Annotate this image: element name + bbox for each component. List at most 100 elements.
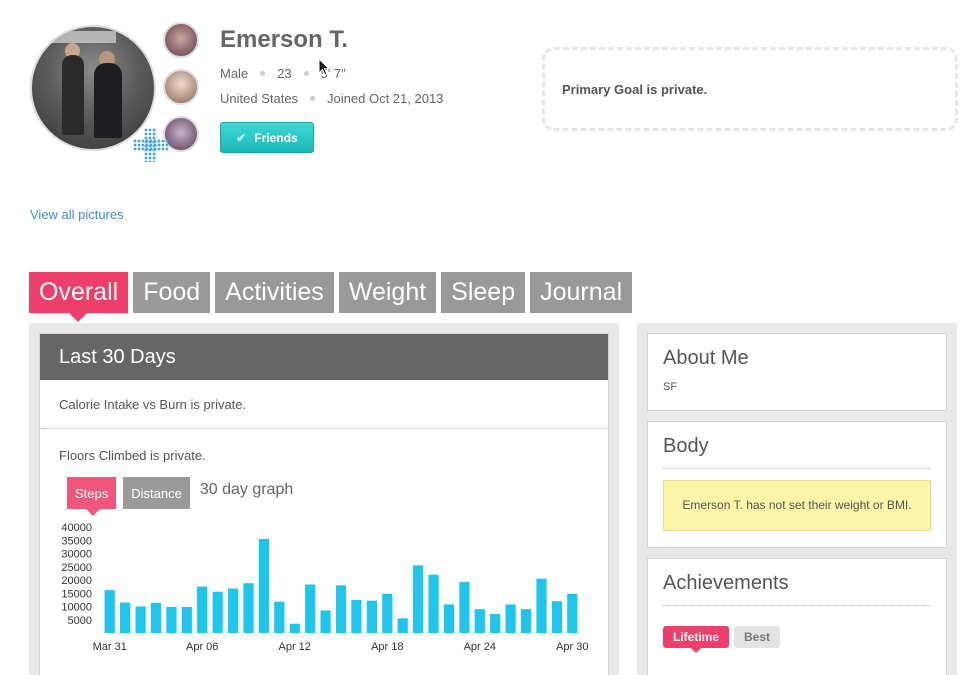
divider — [663, 468, 931, 469]
steps-bar[interactable] — [413, 565, 424, 633]
calorie-privacy-note: Calorie Intake vs Burn is private. — [40, 380, 608, 429]
steps-bar[interactable] — [166, 607, 177, 633]
y-tick-label: 35000 — [61, 535, 92, 547]
steps-bar[interactable] — [197, 586, 208, 633]
steps-bar[interactable] — [351, 599, 362, 633]
plus-icon — [133, 128, 169, 162]
tab-activities[interactable]: Activities — [215, 272, 334, 313]
x-tick-label: Apr 30 — [556, 641, 588, 653]
about-me-card: About Me SF — [647, 333, 947, 411]
distance-tab[interactable]: Distance — [123, 477, 190, 509]
y-tick-label: 15000 — [61, 588, 92, 600]
body-title: Body — [663, 435, 709, 457]
steps-bar[interactable] — [335, 585, 347, 633]
steps-bar[interactable] — [551, 601, 562, 633]
sidebar-panel: About Me SF Body Emerson T. has not set … — [637, 323, 957, 675]
profile-details: Male 23 5′ 7″ — [220, 66, 346, 81]
checkmark-icon: ✔ — [236, 130, 247, 145]
profile-thumbnail-3[interactable] — [163, 116, 199, 152]
separator-dot — [303, 71, 309, 76]
gender: Male — [220, 66, 249, 81]
steps-bar[interactable] — [181, 607, 192, 633]
steps-bar[interactable] — [228, 588, 239, 634]
steps-bar[interactable] — [150, 602, 162, 633]
steps-bar[interactable] — [104, 590, 115, 633]
best-tab[interactable]: Best — [734, 626, 781, 648]
friends-button[interactable]: ✔ Friends — [220, 122, 314, 153]
steps-bar[interactable] — [505, 604, 516, 633]
steps-bar[interactable] — [536, 578, 547, 633]
country: United States — [220, 91, 299, 106]
steps-bar[interactable] — [274, 601, 285, 633]
mouse-cursor-icon — [318, 58, 330, 76]
steps-bar[interactable] — [258, 538, 269, 633]
profile-thumbnail-2[interactable] — [163, 69, 199, 105]
x-tick-label: Apr 24 — [464, 641, 496, 653]
steps-bar[interactable] — [320, 610, 331, 634]
steps-tab[interactable]: Steps — [67, 477, 117, 516]
tab-overall[interactable]: Overall — [29, 272, 129, 322]
photo-person — [94, 63, 122, 138]
profile-photo[interactable] — [30, 25, 156, 151]
primary-goal-box: Primary Goal is private. — [542, 47, 958, 131]
steps-bar[interactable] — [459, 581, 470, 633]
profile-tabs: Overall Food Activities Weight Sleep Jou… — [29, 272, 633, 322]
photo-person — [62, 55, 84, 135]
y-tick-label: 40000 — [61, 522, 92, 534]
separator-dot — [310, 96, 316, 101]
profile-name: Emerson T. — [220, 26, 349, 53]
y-tick-label: 20000 — [61, 575, 92, 587]
y-tick-label: 10000 — [61, 602, 92, 614]
steps-bar[interactable] — [212, 591, 223, 633]
steps-bar[interactable] — [305, 584, 316, 634]
steps-bar[interactable] — [490, 613, 501, 633]
achievement-tabs: Lifetime Best — [663, 626, 946, 653]
x-tick-label: Apr 18 — [371, 641, 403, 653]
graph-label: 30 day graph — [199, 481, 294, 498]
last-30-days-card: Last 30 Days Calorie Intake vs Burn is p… — [39, 333, 609, 675]
profile-thumbnail-1[interactable] — [163, 22, 199, 58]
steps-bar[interactable] — [243, 583, 254, 633]
steps-bar[interactable] — [428, 574, 439, 633]
divider — [663, 605, 931, 606]
steps-bar[interactable] — [382, 593, 393, 633]
y-tick-label: 5000 — [68, 615, 92, 627]
age: 23 — [277, 66, 292, 81]
body-notice: Emerson T. has not set their weight or B… — [663, 480, 931, 531]
separator-dot — [260, 71, 266, 76]
x-tick-label: Apr 12 — [278, 641, 310, 653]
photo-sign — [46, 31, 116, 43]
y-tick-label: 25000 — [61, 562, 92, 574]
steps-bar[interactable] — [135, 606, 146, 634]
steps-bar[interactable] — [443, 604, 454, 633]
overview-panel: Last 30 Days Calorie Intake vs Burn is p… — [29, 323, 619, 675]
chart-tabs: Steps Distance 30 day graph — [67, 477, 294, 516]
height: 5′ 7″ — [320, 66, 346, 81]
steps-bar[interactable] — [474, 609, 485, 633]
floors-privacy-note: Floors Climbed is private. — [59, 448, 206, 463]
achievements-title: Achievements — [663, 572, 789, 594]
friends-label: Friends — [254, 130, 298, 145]
steps-bar[interactable] — [366, 600, 377, 633]
profile-location: United States Joined Oct 21, 2013 — [220, 91, 443, 106]
x-tick-label: Apr 06 — [186, 641, 218, 653]
steps-bar[interactable] — [520, 609, 532, 633]
steps-bar[interactable] — [120, 602, 131, 634]
tab-sleep[interactable]: Sleep — [441, 272, 526, 313]
steps-bar[interactable] — [289, 623, 300, 633]
about-me-text: SF — [663, 381, 678, 393]
steps-bar[interactable] — [567, 593, 578, 633]
x-tick-label: Mar 31 — [93, 641, 127, 653]
tab-food[interactable]: Food — [133, 272, 211, 313]
tab-journal[interactable]: Journal — [530, 272, 633, 313]
lifetime-tab[interactable]: Lifetime — [663, 626, 730, 653]
tab-weight[interactable]: Weight — [338, 272, 437, 313]
view-all-pictures-link[interactable]: View all pictures — [30, 207, 124, 222]
steps-bar[interactable] — [397, 618, 408, 633]
body-card: Body Emerson T. has not set their weight… — [647, 421, 947, 548]
card-title: Last 30 Days — [40, 334, 608, 380]
primary-goal-text: Primary Goal is private. — [562, 81, 708, 97]
y-tick-label: 30000 — [61, 549, 92, 561]
joined-date: Joined Oct 21, 2013 — [327, 91, 444, 106]
